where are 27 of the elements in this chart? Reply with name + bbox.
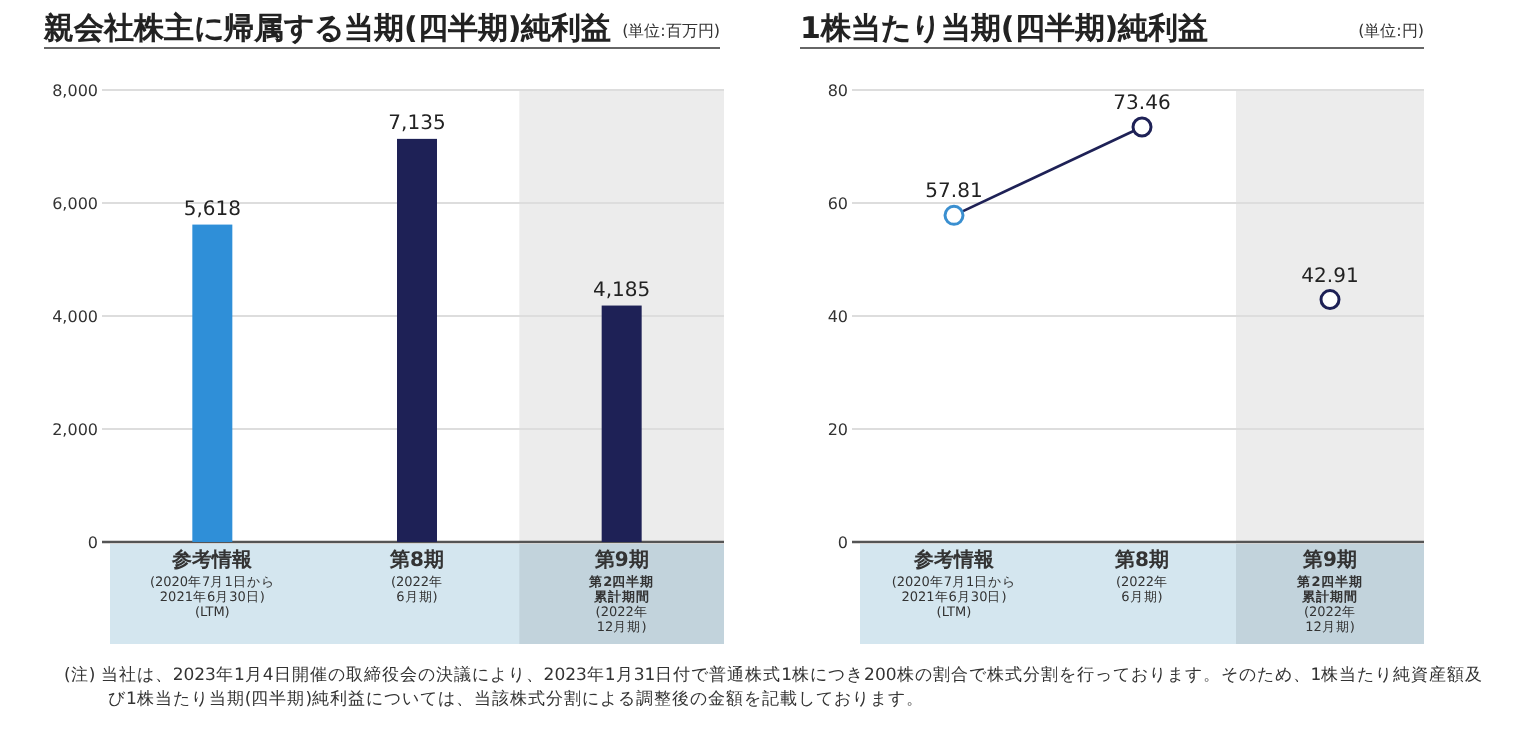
chart-subtitle: (単位:百万円) [622,22,720,40]
y-tick-label: 40 [827,308,848,326]
y-tick-label: 2,000 [52,421,98,439]
bar [601,305,642,542]
bar [192,224,233,542]
data-label: 4,185 [593,279,651,302]
data-label: 57.81 [925,181,983,204]
data-label: 5,618 [183,198,241,221]
y-tick-label: 20 [827,421,848,439]
y-tick-label: 0 [837,534,848,552]
point [1319,289,1341,311]
chart-title: 1株当たり当期(四半期)純利益 [800,10,1209,46]
data-label: 42.91 [1301,265,1359,288]
y-tick-label: 8,000 [52,82,98,100]
point [943,204,965,226]
bar [397,138,437,542]
data-label: 73.46 [1113,92,1171,115]
text: (注) 当社は、2023年1月4日開催の取締役会の決議により、2023年1月31日付で普通株式1株につき200株の割合で株式分割を行っております。そのため、1株当たり純資産額及び1株当たり当期(四半期)純利益については、当該株式分割による調整後の金額を記載しております。 [64,664,1486,712]
data-label: 7,135 [388,112,446,135]
y-tick-label: 60 [827,195,848,213]
point [1131,116,1153,138]
y-tick-label: 4,000 [52,308,98,326]
chart-subtitle: (単位:円) [1358,22,1424,40]
y-tick-label: 80 [827,82,848,100]
y-tick-label: 6,000 [52,195,98,213]
chart-title: 親会社株主に帰属する当期(四半期)純利益 [42,10,612,46]
y-tick-label: 0 [87,534,98,552]
